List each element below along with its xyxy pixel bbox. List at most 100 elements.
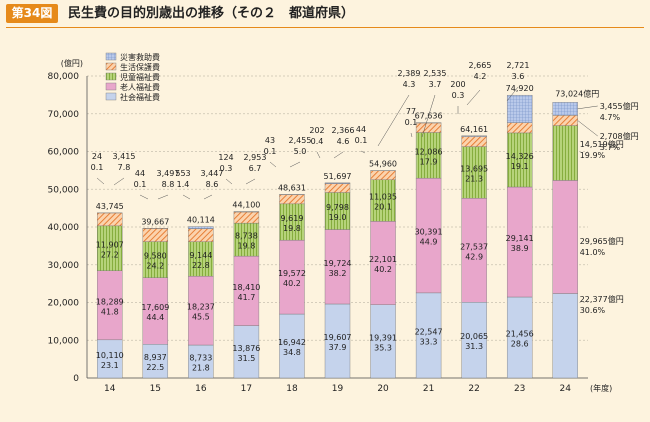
leader-line [113, 177, 125, 186]
legend-swatch [105, 92, 117, 101]
bar-segment [552, 293, 578, 379]
value-label: 19,607 [324, 333, 352, 342]
small-percent-label: 0.1 [134, 180, 147, 189]
y-tick-label: 60,000 [48, 148, 80, 158]
extra-label: 4.2 [474, 72, 487, 81]
total-label: 39,667 [141, 217, 169, 226]
total-label: 51,697 [324, 172, 352, 181]
value-label: 9,580 [144, 252, 167, 261]
value-label: 13,876 [232, 344, 260, 353]
value-label: 18,237 [187, 303, 215, 312]
leader-line [225, 178, 233, 185]
small-percent-label: 3.6 [512, 72, 525, 81]
bar-segment [324, 192, 351, 230]
value-label-last: 14,519億円 [580, 139, 624, 149]
percent-label: 28.6 [511, 340, 529, 349]
small-value-label: 24 [92, 152, 102, 161]
legend-swatch [105, 62, 117, 71]
leader-line [577, 105, 598, 110]
value-label: 19,391 [369, 333, 397, 342]
legend-label: 生活保護費 [120, 62, 160, 72]
y-tick-label: 50,000 [48, 185, 80, 195]
percent-label: 27.2 [101, 250, 119, 259]
y-tick-label: 70,000 [48, 110, 80, 120]
bar-segment [97, 225, 123, 271]
percent-label: 17.9 [420, 157, 438, 166]
leader-line [245, 178, 256, 185]
bar-segment [279, 313, 305, 379]
bar-segment [233, 325, 260, 379]
y-tick-label: 10,000 [48, 336, 80, 346]
percent-label: 22.8 [192, 261, 210, 270]
small-percent-label: 8.8 [162, 180, 175, 189]
bar-segment [324, 229, 351, 305]
bar-segment [233, 211, 260, 224]
small-value-label: 200 [450, 80, 465, 89]
bar-segment [461, 136, 487, 147]
value-label: 9,798 [326, 203, 349, 212]
value-label: 18,410 [232, 283, 260, 292]
percent-label: 19.0 [329, 213, 347, 222]
small-value-label: 202 [309, 126, 324, 135]
leader-line [203, 194, 213, 200]
small-value-label: 77 [406, 107, 416, 116]
percent-label: 19.1 [511, 162, 529, 171]
bar-segment [415, 177, 442, 294]
small-percent-label: 0.1 [264, 147, 277, 156]
value-label: 22,547 [415, 327, 443, 336]
bar-segment [324, 303, 351, 379]
small-percent-label: 0.3 [452, 91, 465, 100]
small-percent-label: 0.1 [405, 118, 418, 127]
percent-label: 31.3 [465, 342, 483, 351]
small-value-label: 553 [175, 169, 190, 178]
small-value-label: 2,535 [424, 69, 447, 78]
small-percent-label: 8.6 [206, 180, 219, 189]
bar-segment [370, 179, 396, 222]
leader-line [360, 150, 366, 154]
small-percent-label: 0.3 [220, 164, 233, 173]
x-tick-label: 21 [423, 384, 434, 394]
x-tick-label: 19 [332, 384, 344, 394]
value-label: 20,065 [460, 332, 488, 341]
small-value-label: 3,497 [157, 169, 180, 178]
small-percent-label: 4.3 [403, 80, 416, 89]
leader-line [139, 194, 149, 200]
bar-segment [279, 194, 305, 205]
bar-segment [370, 170, 396, 180]
small-percent-label: 0.1 [355, 136, 368, 145]
total-label: 40,114 [187, 216, 215, 225]
bar-segment [552, 115, 578, 126]
bar-segment [188, 275, 214, 346]
leader-line [333, 151, 344, 159]
y-axis-unit: (億円) [61, 58, 83, 68]
value-label: 12,086 [415, 147, 443, 156]
x-tick-label: 18 [286, 384, 298, 394]
small-value-label: 43 [265, 136, 275, 145]
percent-label: 42.9 [465, 252, 483, 261]
bar-segment [552, 102, 578, 116]
leader-line [421, 94, 436, 138]
percent-label: 45.5 [192, 313, 210, 322]
percent-label: 34.8 [283, 348, 301, 357]
bar-segment [97, 270, 123, 341]
bar-segment [552, 180, 578, 294]
total-label: 54,960 [369, 160, 397, 169]
x-tick-label: 14 [104, 384, 116, 394]
bar-segment [97, 212, 123, 227]
percent-label: 24.2 [146, 262, 164, 271]
y-tick-label: 0 [73, 374, 79, 384]
leader-line [410, 132, 413, 138]
total-label: 64,161 [460, 125, 488, 134]
percent-label: 41.8 [101, 307, 119, 316]
percent-label-last: 19.9% [580, 151, 606, 160]
percent-label: 21.3 [465, 174, 483, 183]
x-tick-label: 22 [468, 384, 479, 394]
small-percent-label: 7.8 [118, 163, 131, 172]
bar-segment [506, 186, 533, 298]
small-percent-label: 0.1 [91, 163, 104, 172]
legend-swatch [105, 52, 117, 61]
percent-label-last: 4.7% [600, 113, 621, 122]
value-label: 11,035 [369, 193, 397, 202]
percent-label: 37.9 [329, 343, 347, 352]
small-percent-label: 1.4 [177, 180, 190, 189]
